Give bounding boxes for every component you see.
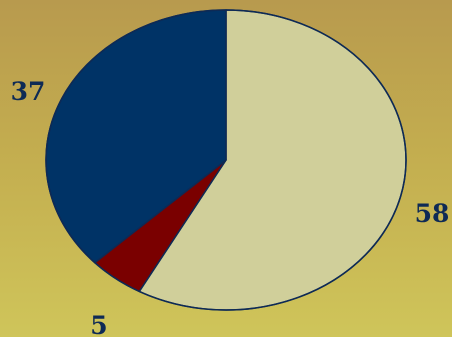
data-label-58: 58 [415,199,450,228]
data-label-37: 37 [11,77,46,106]
pie-outline [45,9,407,311]
data-label-5: 5 [90,311,107,337]
